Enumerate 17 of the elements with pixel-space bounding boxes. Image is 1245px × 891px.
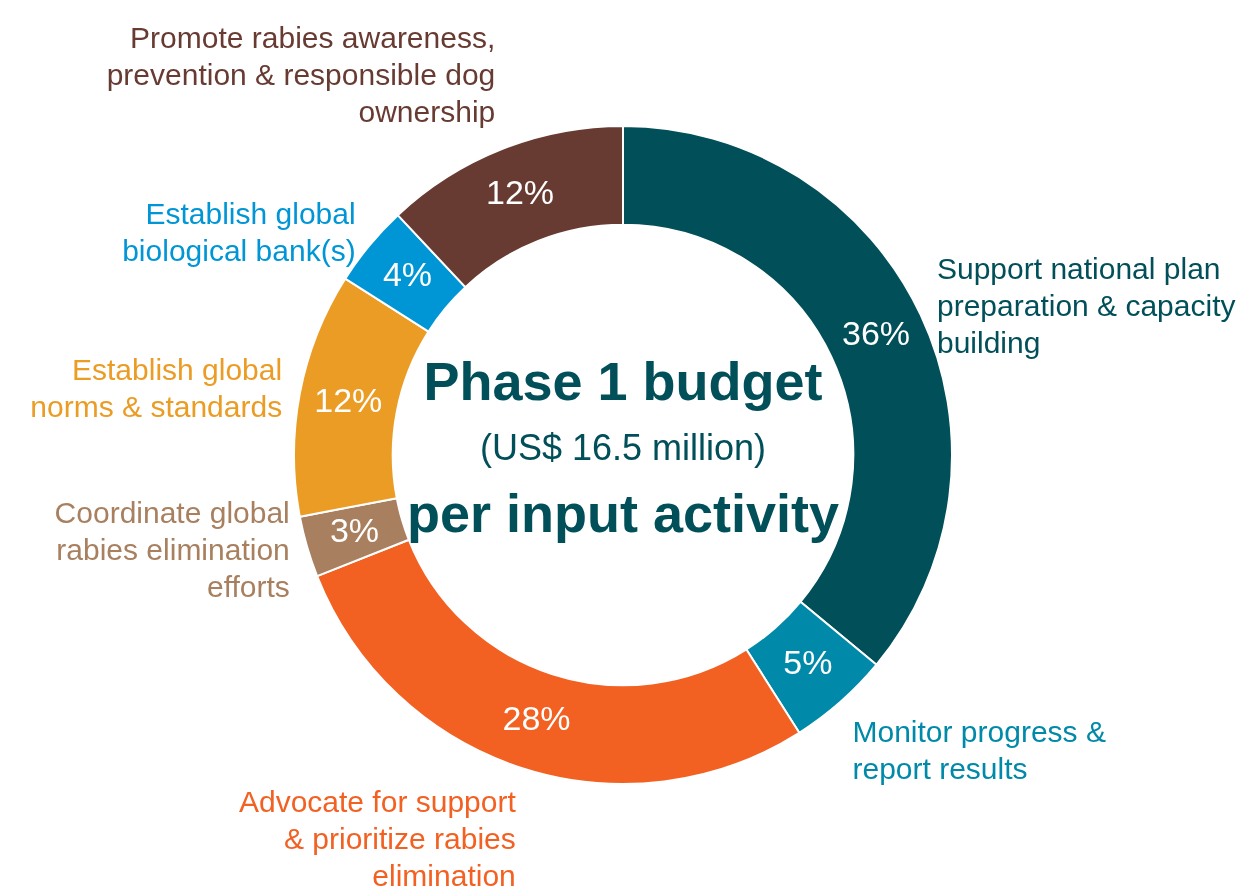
data-label: 4% <box>382 255 433 294</box>
data-label: 12% <box>314 380 383 419</box>
slice-label: Establish global norms & standards <box>30 352 283 423</box>
slice-label: Advocate for support & prioritize rabies elimination <box>238 784 517 891</box>
slice-label: Monitor progress & report results <box>852 715 1106 786</box>
text: Phase 1 budget <box>423 350 823 411</box>
slice-label: Support national plan preparation & capacity building <box>936 251 1236 359</box>
data-label: 12% <box>486 173 555 212</box>
slice-label: Coordinate global rabies elimination efforts <box>54 496 290 604</box>
data-label: 5% <box>783 643 833 682</box>
text: per input activity <box>406 482 840 543</box>
data-label: 3% <box>329 511 380 550</box>
data-label: 36% <box>842 314 911 353</box>
data-label: 28% <box>502 699 571 738</box>
text: (US$ 16.5 million) <box>479 426 767 468</box>
slice-label: Establish global biological bank(s) <box>122 196 356 267</box>
slice-label: Promote rabies awareness, prevention & responsible dog ownership <box>106 21 496 129</box>
